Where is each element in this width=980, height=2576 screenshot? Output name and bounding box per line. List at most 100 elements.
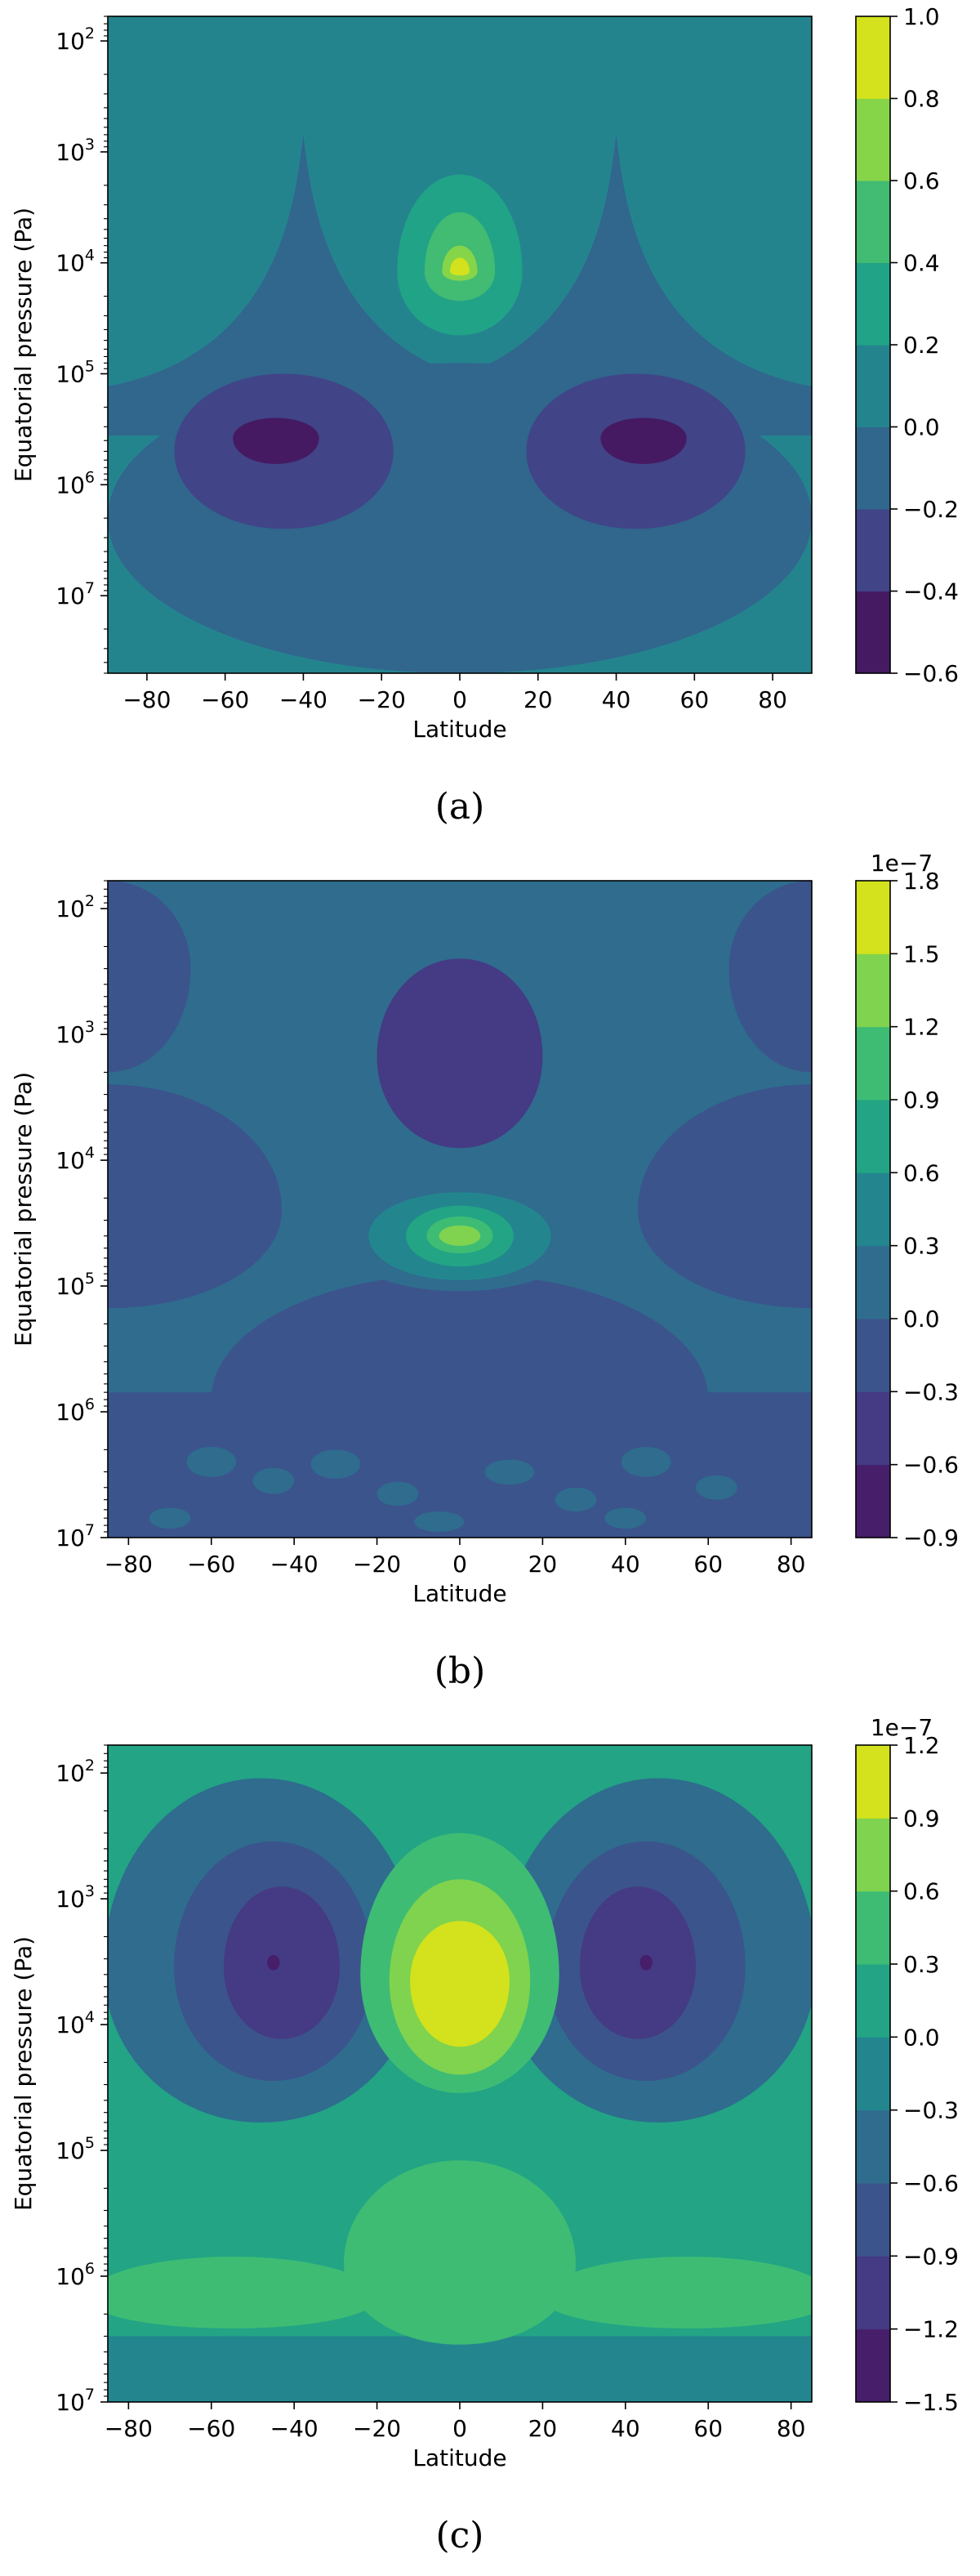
colorbar-tick-label: 0.0 — [903, 2024, 940, 2051]
y-tick-label: 106 — [56, 2260, 95, 2290]
colorbar-tick-label: 0.6 — [903, 1159, 940, 1186]
x-tick-label: 0 — [452, 2415, 467, 2442]
colorbar-tick-label: 0.6 — [903, 1878, 940, 1905]
colorbar-segment — [856, 1891, 890, 1965]
colorbar-segment — [856, 953, 890, 1028]
contour-region — [252, 1467, 295, 1494]
colorbar-segment — [856, 509, 890, 592]
x-tick-label: −60 — [187, 2415, 235, 2442]
colorbar-segment — [856, 16, 890, 99]
contour-region — [376, 958, 543, 1149]
contour-region — [211, 1274, 709, 1462]
colorbar-tick-label: −0.4 — [903, 578, 959, 605]
x-tick-label: 0 — [452, 686, 467, 713]
colorbar-segment — [856, 181, 890, 263]
colorbar-tick-label: 0.3 — [903, 1951, 940, 1978]
colorbar-tick-label: −0.2 — [903, 496, 959, 523]
chart-panel-1: −80 −60 −40 −20 0 20 40 60 80 102 103 104 105 106 107 L… — [10, 3, 959, 828]
colorbar: −0.9 −0.6 −0.3 0.0 0.3 0.6 0.9 1.2 1.5 1.81e−7 — [855, 850, 959, 1551]
contour-region — [426, 2344, 493, 2371]
x-tick-label: 20 — [528, 1551, 558, 1578]
x-tick-label: −40 — [270, 1551, 318, 1578]
colorbar-segment — [856, 881, 890, 954]
x-tick-label: 40 — [611, 2415, 640, 2442]
colorbar-segment — [856, 1745, 890, 1819]
colorbar-segment — [856, 591, 890, 674]
colorbar-segment — [856, 1172, 890, 1247]
colorbar-segment — [856, 2256, 890, 2330]
x-tick-label: 80 — [777, 1551, 806, 1578]
y-tick-label: 106 — [56, 1395, 95, 1426]
colorbar-tick-label: 0.8 — [903, 86, 940, 113]
panel-caption: (a) — [435, 786, 485, 828]
colorbar-frame — [855, 880, 891, 1538]
x-tick-label: 80 — [758, 686, 787, 713]
x-tick-label: 40 — [611, 1551, 640, 1578]
colorbar-segment — [856, 2109, 890, 2184]
y-tick-label: 102 — [56, 25, 95, 55]
y-axis-label: Equatorial pressure (Pa) — [10, 208, 37, 482]
x-tick-label: −20 — [358, 686, 406, 713]
colorbar-segment — [856, 1100, 890, 1173]
y-tick-label: 106 — [56, 468, 95, 498]
contour-region — [666, 2377, 709, 2396]
contour-region — [108, 1084, 282, 1309]
contour-region — [450, 257, 470, 276]
contour-region — [542, 2257, 812, 2328]
contour-region — [639, 1954, 653, 1971]
colorbar-tick-label: −0.6 — [903, 660, 959, 687]
x-tick-label: 60 — [693, 2415, 723, 2442]
contour-field — [108, 16, 812, 673]
contour-region — [190, 2377, 233, 2396]
colorbar-tick-label: −1.5 — [903, 2389, 959, 2416]
contour-region — [421, 134, 812, 435]
colorbar-tick-label: 0.3 — [903, 1233, 940, 1260]
x-axis-label: Latitude — [412, 2444, 506, 2471]
x-tick-label: −60 — [187, 1551, 235, 1578]
colorbar: −1.5 −1.2 −0.9 −0.6 −0.3 0.0 0.3 0.6 0.9 1.21e−7 — [855, 1714, 959, 2416]
contour-region — [621, 1446, 671, 1477]
colorbar: −0.6 −0.4 −0.2 0.0 0.2 0.4 0.6 0.8 1.0 — [855, 3, 959, 687]
y-tick-label: 102 — [56, 892, 95, 922]
x-tick-label: 60 — [680, 686, 710, 713]
y-tick-label: 104 — [56, 1144, 95, 1174]
colorbar-segment — [856, 345, 890, 427]
y-tick-label: 107 — [56, 579, 95, 609]
contour-region — [149, 1507, 191, 1529]
contour-region — [108, 2257, 377, 2328]
colorbar-segment — [856, 1464, 890, 1538]
colorbar-tick-label: −0.6 — [903, 2170, 959, 2197]
contour-region — [186, 1446, 237, 1477]
colorbar-tick-label: 1.2 — [903, 1014, 940, 1041]
contour-region — [604, 1507, 647, 1529]
x-tick-label: 20 — [523, 686, 553, 713]
x-tick-label: 40 — [602, 686, 631, 713]
contour-region — [580, 1886, 697, 2039]
contour-region — [600, 417, 687, 464]
contour-region — [267, 1954, 280, 1971]
contour-region — [223, 1886, 340, 2039]
colorbar-segment — [856, 2037, 890, 2111]
colorbar-tick-label: −0.3 — [903, 2097, 959, 2124]
y-tick-label: 107 — [56, 1521, 95, 1551]
y-tick-label: 102 — [56, 1757, 95, 1787]
colorbar-segment — [856, 1245, 890, 1319]
chart-panel-2: −80 −60 −40 −20 0 20 40 60 80 102 103 104 105 106 107 L… — [10, 850, 959, 1692]
x-tick-label: 0 — [452, 1551, 467, 1578]
colorbar-offset-label: 1e−7 — [871, 850, 933, 877]
x-tick-label: 20 — [528, 2415, 558, 2442]
x-tick-label: −80 — [105, 1551, 153, 1578]
y-axis-label: Equatorial pressure (Pa) — [10, 1936, 37, 2211]
colorbar-offset-label: 1e−7 — [871, 1714, 933, 1741]
x-tick-label: −20 — [353, 1551, 401, 1578]
colorbar-segment — [856, 262, 890, 346]
colorbar-segment — [856, 2328, 890, 2403]
x-tick-label: −20 — [353, 2415, 401, 2442]
panel-caption: (b) — [434, 1650, 486, 1692]
colorbar-tick-label: −0.9 — [903, 2243, 959, 2270]
contour-region — [108, 134, 499, 435]
colorbar-tick-label: −0.9 — [903, 1525, 959, 1551]
contour-region — [310, 1449, 361, 1479]
colorbar-tick-label: −0.3 — [903, 1378, 959, 1405]
